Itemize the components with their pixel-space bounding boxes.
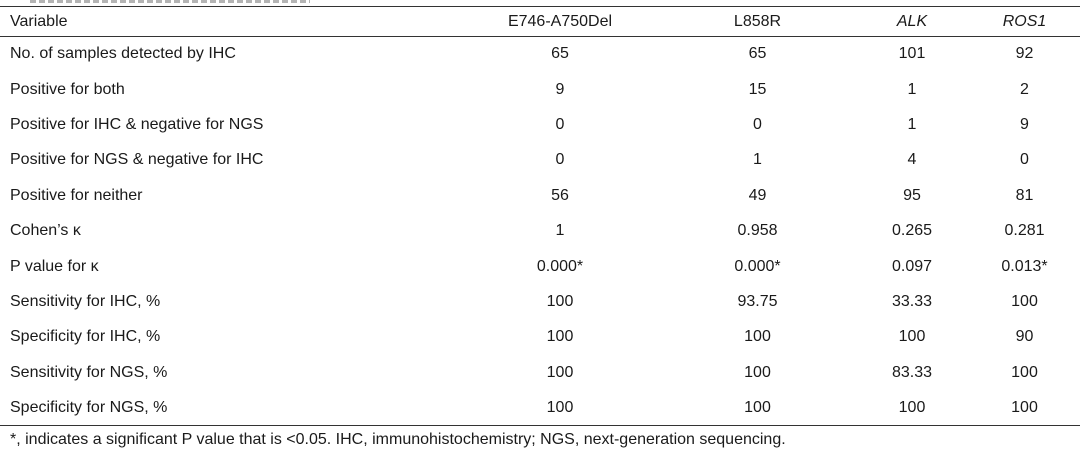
table-cell: 65 (551, 45, 569, 63)
table-cell: 100 (546, 292, 574, 310)
table-cell: 49 (748, 186, 767, 204)
table-footnote: *, indicates a significant P value that … (10, 431, 786, 448)
table-row: Positive for IHC & negative for NGS 0 0 … (0, 107, 1080, 142)
table-cell: 100 (546, 328, 574, 346)
table-cell: 100 (546, 363, 574, 381)
table-cell: 0.281 (1004, 222, 1045, 240)
table-cell: 100 (1011, 363, 1038, 381)
table-cell: 100 (1011, 292, 1038, 310)
header-ros1: ROS1 (969, 6, 1080, 37)
results-table: Variable E746-A750Del L858R ALK ROS1 No.… (0, 6, 1080, 427)
table-cell: 56 (551, 186, 569, 204)
table-row: Cohen’s κ 1 0.958 0.265 0.281 (0, 213, 1080, 248)
table-cell: 1 (753, 151, 762, 169)
table-cell: 100 (660, 390, 855, 427)
table-header-row: Variable E746-A750Del L858R ALK ROS1 (0, 6, 1080, 37)
table-cell: 0.000* (734, 257, 781, 275)
table-cell: 0.000* (536, 257, 584, 275)
row-label: Positive for IHC & negative for NGS (10, 115, 264, 133)
table-cell: 95 (903, 186, 921, 204)
row-label: No. of samples detected by IHC (10, 45, 236, 63)
table-cell: 2 (1020, 80, 1029, 98)
table-row: Positive for both 9 15 1 2 (0, 72, 1080, 107)
table-cell: 4 (907, 151, 917, 169)
table-cell: 1 (907, 115, 917, 133)
table-cell: 9 (1020, 115, 1029, 133)
row-label: Sensitivity for NGS, % (10, 363, 168, 381)
table-row: Specificity for NGS, % 100 100 100 100 (0, 390, 1080, 427)
row-label: Positive for both (10, 80, 125, 98)
table-cell: 0.097 (891, 257, 933, 275)
table-row: No. of samples detected by IHC 65 65 101… (0, 37, 1080, 72)
table-cell: 65 (748, 45, 767, 63)
table-cell: 1 (555, 222, 565, 240)
row-label: Positive for NGS & negative for IHC (10, 151, 264, 169)
row-label: P value for κ (10, 257, 99, 275)
table-cell: 15 (748, 80, 767, 98)
table-cell: 1 (907, 80, 917, 98)
table-cell: 83.33 (891, 363, 933, 381)
header-e746-a750del: E746-A750Del (460, 6, 660, 37)
row-label: Specificity for IHC, % (10, 328, 161, 346)
table-row: Specificity for IHC, % 100 100 100 90 (0, 320, 1080, 355)
table-cell: 9 (555, 80, 565, 98)
table-cell: 100 (898, 328, 926, 346)
header-alk: ALK (855, 6, 969, 37)
row-label: Specificity for NGS, % (0, 390, 460, 427)
table-cell: 0.265 (891, 222, 933, 240)
table-cell: 81 (1015, 186, 1034, 204)
table-cell: 92 (1015, 45, 1034, 63)
table-cell: 101 (898, 45, 926, 63)
table-cell: 100 (969, 390, 1080, 427)
table-cell: 100 (744, 363, 771, 381)
table-cell: 0 (1020, 151, 1029, 169)
table-row: P value for κ 0.000* 0.000* 0.097 0.013* (0, 249, 1080, 284)
cropped-caption-fragment (0, 0, 1080, 5)
table-row: Sensitivity for IHC, % 100 93.75 33.33 1… (0, 284, 1080, 319)
table-cell: 100 (855, 390, 969, 427)
row-label: Cohen’s κ (10, 222, 81, 240)
table-cell: 0 (555, 151, 565, 169)
table-cell: 33.33 (891, 292, 933, 310)
table-row: Positive for neither 56 49 95 81 (0, 178, 1080, 213)
table-row: Sensitivity for NGS, % 100 100 83.33 100 (0, 355, 1080, 390)
table-cell: 0 (753, 115, 762, 133)
row-label: Sensitivity for IHC, % (10, 292, 161, 310)
header-variable: Variable (0, 6, 460, 37)
table-cell: 100 (460, 390, 660, 427)
header-l858r: L858R (660, 6, 855, 37)
row-label: Positive for neither (10, 186, 143, 204)
table-row: Positive for NGS & negative for IHC 0 1 … (0, 143, 1080, 178)
table-cell: 90 (1015, 328, 1034, 346)
table-cell: 100 (744, 328, 771, 346)
table-cell: 0.013* (1001, 257, 1048, 275)
table-cell: 0 (555, 115, 565, 133)
table-cell: 0.958 (737, 222, 778, 240)
table-cell: 93.75 (737, 292, 778, 310)
